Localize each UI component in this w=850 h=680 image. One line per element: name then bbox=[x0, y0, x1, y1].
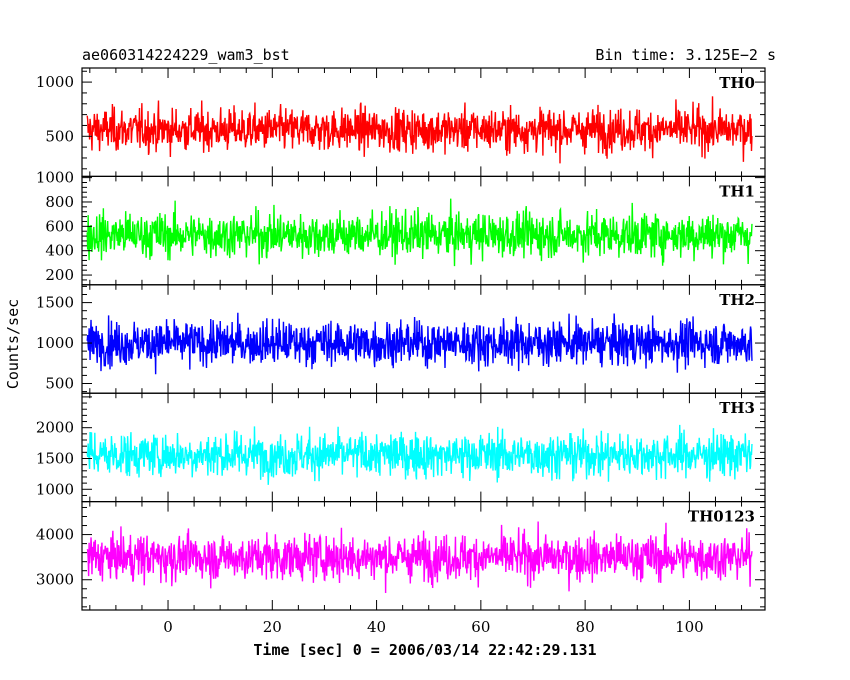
y-tick-label: 4000 bbox=[36, 526, 74, 544]
y-tick-label: 1000 bbox=[36, 73, 74, 91]
x-tick-label: 60 bbox=[471, 618, 490, 636]
y-tick-label: 1500 bbox=[36, 294, 74, 312]
panel-th0: 500 1000 TH0 bbox=[36, 67, 766, 178]
y-tick-label: 1000 bbox=[36, 334, 74, 352]
x-tick-label: 40 bbox=[367, 618, 386, 636]
panel-th1: 200 400 600 800 1000 TH1 bbox=[36, 169, 766, 286]
y-tick-label: 500 bbox=[45, 127, 74, 145]
chart-title-left: ae060314224229_wam3_bst bbox=[82, 46, 290, 64]
y-tick-label: 3000 bbox=[36, 571, 74, 589]
y-tick-label: 600 bbox=[45, 217, 74, 235]
x-tick-label: 20 bbox=[263, 618, 282, 636]
y-tick-label: 2000 bbox=[36, 419, 74, 437]
series-trace-th2 bbox=[86, 312, 753, 375]
x-tick-label: 100 bbox=[675, 618, 704, 636]
panel-frame bbox=[81, 501, 766, 611]
panel-th2: 500 1000 1500 TH2 bbox=[36, 284, 766, 394]
y-tick-label: 400 bbox=[45, 242, 74, 260]
panel-th0123: 3000 4000 TH0123 bbox=[36, 501, 766, 611]
series-trace-th1 bbox=[86, 198, 753, 267]
y-axis-label: Counts/sec bbox=[4, 299, 22, 389]
series-label-th0123: TH0123 bbox=[688, 508, 755, 526]
panel-th3: 1000 1500 2000 TH3 bbox=[36, 392, 766, 503]
series-label-th3: TH3 bbox=[719, 399, 755, 417]
series-label-th0: TH0 bbox=[719, 74, 755, 92]
y-tick-label: 1000 bbox=[36, 169, 74, 187]
series-trace-th0 bbox=[86, 96, 753, 164]
x-tick-label: 80 bbox=[576, 618, 595, 636]
series-trace-th0123 bbox=[86, 521, 753, 593]
y-tick-label: 200 bbox=[45, 266, 74, 284]
y-tick-label: 500 bbox=[45, 374, 74, 392]
chart-title-right: Bin time: 3.125E−2 s bbox=[595, 46, 776, 64]
series-label-th1: TH1 bbox=[719, 182, 755, 200]
y-tick-label: 1500 bbox=[36, 449, 74, 467]
x-tick-label: 0 bbox=[163, 618, 173, 636]
x-axis-label: Time [sec] 0 = 2006/03/14 22:42:29.131 bbox=[253, 641, 596, 659]
y-tick-label: 1000 bbox=[36, 480, 74, 498]
series-trace-th3 bbox=[86, 424, 753, 485]
y-tick-label: 800 bbox=[45, 193, 74, 211]
series-label-th2: TH2 bbox=[719, 291, 755, 309]
